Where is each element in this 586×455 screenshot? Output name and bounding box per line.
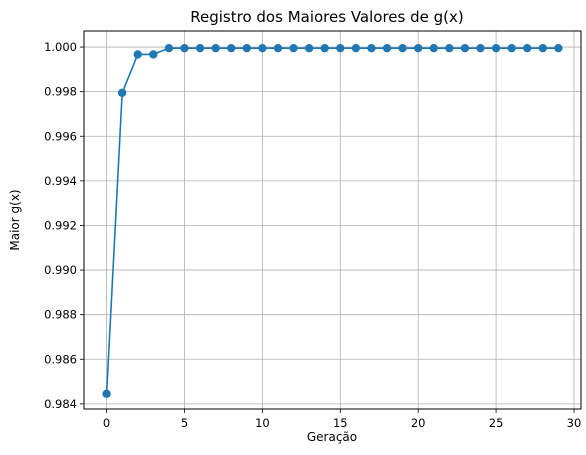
plot-frame <box>83 30 582 410</box>
data-point <box>242 43 252 53</box>
y-tick-label: 0.984 <box>44 397 77 411</box>
data-point <box>258 43 267 53</box>
data-point <box>382 43 392 53</box>
data-point <box>180 43 189 53</box>
data-point <box>117 88 127 97</box>
y-tick-label: 1.000 <box>44 40 77 54</box>
x-tick-label: 10 <box>255 416 270 430</box>
plot-area <box>83 30 582 410</box>
data-point <box>149 50 158 59</box>
y-tick-label: 0.994 <box>44 174 77 188</box>
data-point <box>398 43 407 53</box>
data-point <box>445 43 454 53</box>
data-point <box>538 43 548 53</box>
x-grid <box>106 31 575 409</box>
data-point <box>304 43 314 53</box>
data-point <box>133 50 142 59</box>
data-point <box>476 43 485 53</box>
y-tick-label: 0.998 <box>44 85 77 99</box>
data-point <box>227 43 236 53</box>
data-point <box>351 43 361 53</box>
x-tick-label: 30 <box>567 416 582 430</box>
y-tick-label: 0.996 <box>44 129 77 143</box>
data-point <box>211 43 220 53</box>
y-tick-label: 0.988 <box>44 308 77 322</box>
data-point <box>336 43 345 53</box>
x-axis-label: Geração <box>307 430 357 444</box>
x-tick-label: 0 <box>103 416 110 430</box>
y-tick-label: 0.992 <box>44 218 77 232</box>
chart-title: Registro dos Maiores Valores de g(x) <box>190 8 463 26</box>
data-point <box>195 43 205 53</box>
y-axis-ticks: 0.984 0.986 0.988 0.990 0.992 0.994 0.996 0.998… <box>44 40 84 411</box>
data-point <box>164 43 174 53</box>
data-point <box>429 43 438 53</box>
data-point <box>491 43 501 53</box>
data-point <box>507 43 516 53</box>
x-tick-label: 25 <box>489 416 504 430</box>
x-tick-label: 15 <box>333 416 348 430</box>
data-point <box>554 43 563 53</box>
data-point <box>523 43 532 53</box>
data-point <box>289 43 298 53</box>
data-point <box>320 43 329 53</box>
data-point <box>413 43 423 53</box>
y-tick-label: 0.986 <box>44 352 77 366</box>
plot-background <box>84 31 581 409</box>
y-axis-label: Maior g(x) <box>8 189 22 250</box>
data-point <box>460 43 470 53</box>
series-layer <box>102 43 563 399</box>
y-tick-label: 0.990 <box>44 263 77 277</box>
x-tick-label: 20 <box>411 416 426 430</box>
x-axis-ticks: 0 5 10 15 20 25 30 <box>103 409 581 430</box>
x-tick-label: 5 <box>181 416 188 430</box>
data-point <box>367 43 376 53</box>
data-point <box>273 43 283 53</box>
data-point <box>102 389 111 399</box>
